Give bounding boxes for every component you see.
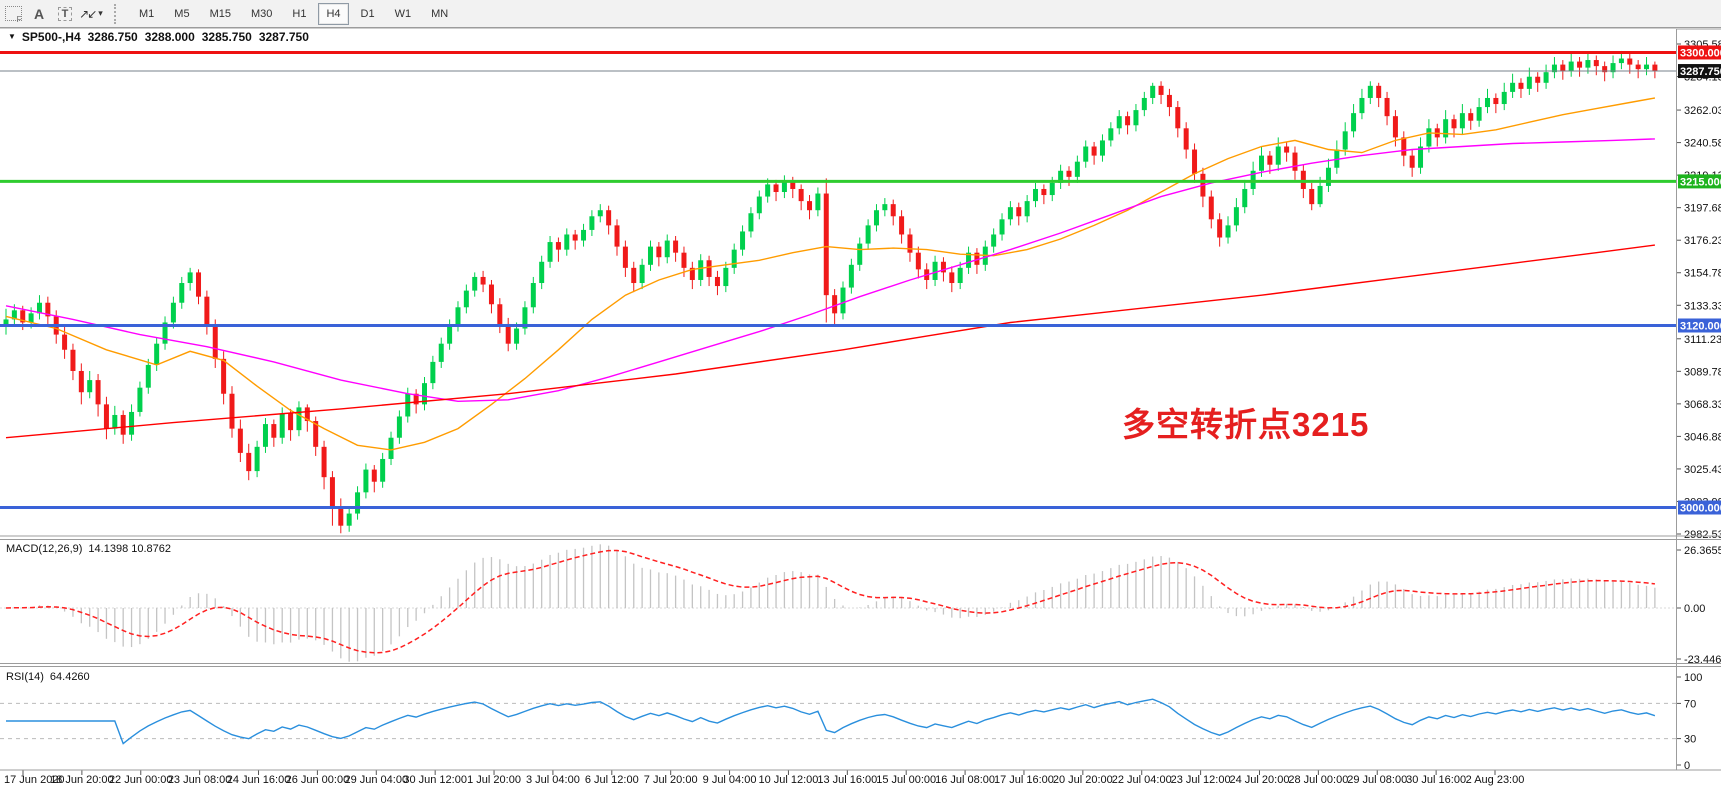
svg-text:15 Jul 00:00: 15 Jul 00:00	[876, 774, 936, 786]
svg-text:3089.780: 3089.780	[1684, 366, 1721, 378]
svg-text:6 Jul 12:00: 6 Jul 12:00	[585, 774, 639, 786]
macd-indicator-label: MACD(12,26,9) 14.1398 10.8762	[6, 543, 171, 555]
svg-text:3111.230: 3111.230	[1684, 334, 1721, 346]
tf-button-m15[interactable]: M15	[209, 7, 231, 20]
rsi-line	[6, 698, 1656, 745]
rsi-pane[interactable]	[0, 698, 1676, 745]
svg-text:13 Jul 16:00: 13 Jul 16:00	[817, 774, 877, 786]
macd-name: MACD(12,26,9)	[6, 543, 83, 555]
svg-text:7 Jul 20:00: 7 Jul 20:00	[644, 774, 698, 786]
svg-text:30 Jun 12:00: 30 Jun 12:00	[403, 774, 467, 786]
svg-text:3300.000: 3300.000	[1680, 47, 1721, 59]
svg-text:20 Jul 20:00: 20 Jul 20:00	[1053, 774, 1113, 786]
svg-text:9 Jul 04:00: 9 Jul 04:00	[703, 774, 757, 786]
svg-text:2 Aug 23:00: 2 Aug 23:00	[1466, 774, 1525, 786]
macd-values: 14.1398 10.8762	[88, 543, 172, 555]
svg-text:3000.000: 3000.000	[1680, 503, 1721, 515]
svg-text:24 Jun 16:00: 24 Jun 16:00	[227, 774, 291, 786]
svg-text:0.00: 0.00	[1684, 603, 1705, 615]
svg-text:3215.000: 3215.000	[1680, 176, 1721, 188]
macd-signal-line	[5, 549, 1655, 654]
svg-text:17 Jun 2020: 17 Jun 2020	[4, 774, 65, 786]
svg-text:26.3655: 26.3655	[1684, 545, 1721, 557]
tf-button-d1[interactable]: D1	[360, 7, 375, 20]
templates-grid-icon[interactable]: F	[1, 3, 25, 25]
tf-button-mn[interactable]: MN	[431, 7, 449, 20]
quote-header[interactable]: ▼ SP500-,H4 3286.750 3288.000 3285.750 3…	[0, 29, 1676, 44]
grid-icon-letter: F	[16, 15, 22, 24]
tf-button-h1[interactable]: H1	[292, 7, 307, 20]
svg-text:24 Jul 20:00: 24 Jul 20:00	[1230, 774, 1290, 786]
svg-text:23 Jun 08:00: 23 Jun 08:00	[168, 774, 232, 786]
svg-text:1 Jul 20:00: 1 Jul 20:00	[467, 774, 521, 786]
quote-low: 3285.750	[201, 29, 252, 44]
ma-slow-line	[5, 244, 1655, 439]
svg-text:-23.4467: -23.4467	[1684, 654, 1721, 666]
svg-text:16 Jul 08:00: 16 Jul 08:00	[935, 774, 995, 786]
rsi-value: 64.4260	[49, 671, 90, 683]
svg-text:3287.750: 3287.750	[1680, 66, 1721, 78]
svg-text:18 Jun 20:00: 18 Jun 20:00	[50, 774, 114, 786]
toolbar: F A T ↗↙ ▾ M1 M5 M15 M30 H1 H4 D1 W1 MN	[0, 0, 1721, 28]
pointer-arrows-icon[interactable]: ↗↙ ▾	[79, 6, 103, 21]
svg-text:30: 30	[1684, 734, 1696, 746]
tf-button-m5[interactable]: M5	[174, 7, 190, 20]
tf-button-m1[interactable]: M1	[139, 7, 155, 20]
price-badge-3000.000	[1678, 500, 1721, 515]
tf-button-m30[interactable]: M30	[250, 7, 273, 20]
macd-pane[interactable]	[0, 544, 1676, 662]
svg-text:23 Jul 12:00: 23 Jul 12:00	[1171, 774, 1231, 786]
svg-text:10 Jul 12:00: 10 Jul 12:00	[758, 774, 818, 786]
text-label-icon[interactable]: A	[33, 5, 45, 22]
svg-text:3046.880: 3046.880	[1684, 431, 1721, 443]
svg-text:29 Jul 08:00: 29 Jul 08:00	[1347, 774, 1407, 786]
chevron-down-icon[interactable]: ▼	[8, 32, 16, 41]
svg-text:17 Jul 16:00: 17 Jul 16:00	[994, 774, 1054, 786]
quote-high: 3288.000	[144, 29, 195, 44]
svg-text:28 Jul 00:00: 28 Jul 00:00	[1288, 774, 1348, 786]
toolbar-separator	[114, 3, 121, 24]
price-badge-3120.000	[1678, 318, 1721, 333]
svg-text:3262.030: 3262.030	[1684, 105, 1721, 117]
svg-text:3068.330: 3068.330	[1684, 399, 1721, 411]
price-badge-3300.000	[1678, 45, 1721, 60]
svg-text:3120.000: 3120.000	[1680, 320, 1721, 332]
svg-text:29 Jun 04:00: 29 Jun 04:00	[344, 774, 408, 786]
rsi-indicator-label: RSI(14) 64.4260	[6, 671, 90, 683]
ma-mid-line	[5, 138, 1655, 403]
quote-open: 3286.750	[87, 29, 138, 44]
svg-text:3197.680: 3197.680	[1684, 203, 1721, 215]
text-box-icon[interactable]: T	[53, 3, 77, 25]
svg-text:22 Jun 00:00: 22 Jun 00:00	[109, 774, 173, 786]
price-axis: 3305.5803284.1303262.0303240.5803219.130…	[1676, 39, 1721, 772]
svg-text:100: 100	[1684, 672, 1702, 684]
svg-text:3133.330: 3133.330	[1684, 300, 1721, 312]
svg-text:3240.580: 3240.580	[1684, 138, 1721, 150]
price-badge-3215.000	[1678, 174, 1721, 189]
symbol-period-label: SP500-,H4	[21, 29, 81, 44]
svg-text:70: 70	[1684, 698, 1696, 710]
svg-text:30 Jul 16:00: 30 Jul 16:00	[1406, 774, 1466, 786]
tf-button-h4[interactable]: H4	[318, 2, 349, 25]
svg-text:26 Jun 00:00: 26 Jun 00:00	[286, 774, 350, 786]
svg-text:3154.780: 3154.780	[1684, 268, 1721, 280]
chevron-down-icon: ▾	[98, 8, 103, 18]
quote-close: 3287.750	[258, 29, 309, 44]
svg-text:0: 0	[1684, 760, 1690, 772]
price-pane[interactable]	[0, 50, 1676, 534]
tf-button-w1[interactable]: W1	[394, 7, 412, 20]
rsi-name: RSI(14)	[6, 671, 44, 683]
ma-fast-line	[5, 97, 1656, 451]
chart-annotation-text: 多空转折点3215	[1122, 406, 1370, 443]
svg-text:3 Jul 04:00: 3 Jul 04:00	[526, 774, 580, 786]
svg-text:22 Jul 04:00: 22 Jul 04:00	[1112, 774, 1172, 786]
svg-text:3025.430: 3025.430	[1684, 464, 1721, 476]
price-badge-3287.750	[1678, 64, 1721, 79]
svg-text:3176.230: 3176.230	[1684, 235, 1721, 247]
svg-text:2982.530: 2982.530	[1684, 529, 1721, 541]
